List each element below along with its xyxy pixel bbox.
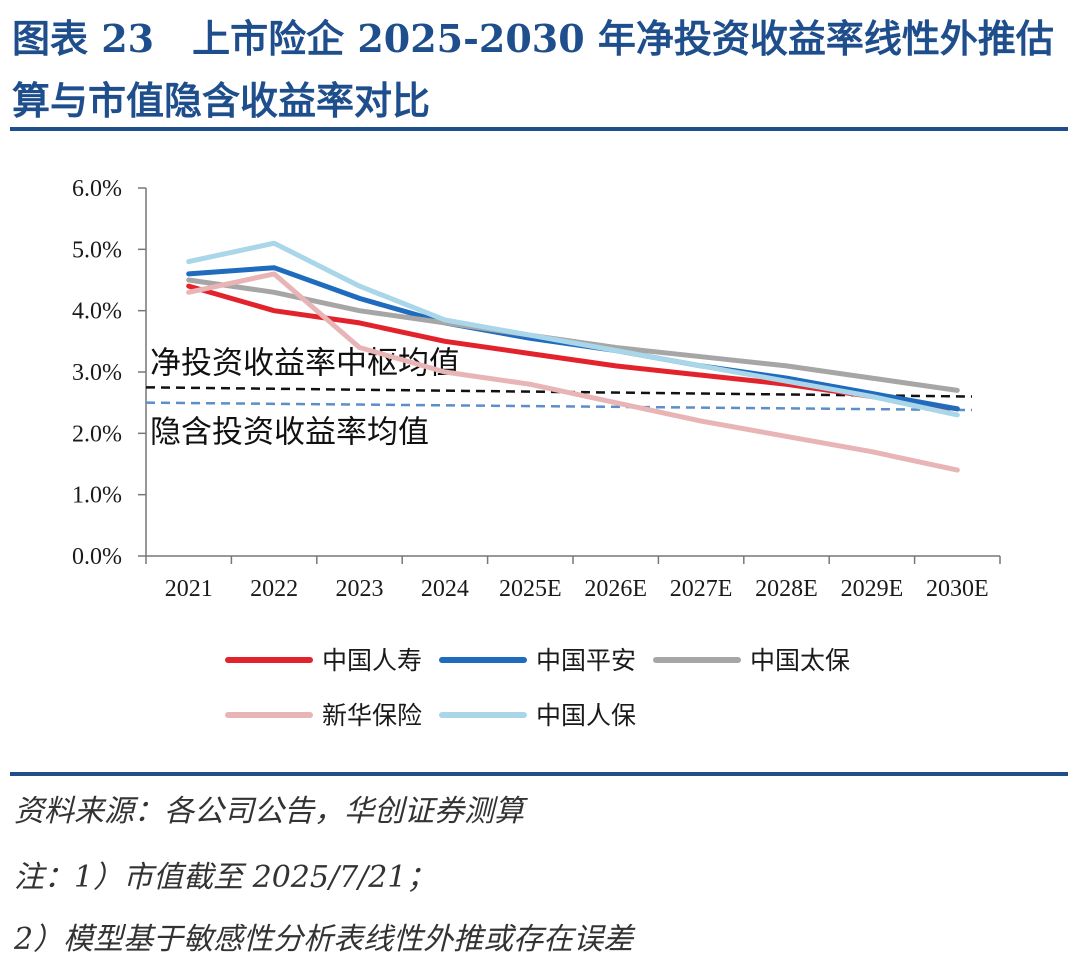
legend-label: 中国太保 — [750, 647, 850, 675]
reference-line — [145, 401, 973, 412]
reference-line-label: 隐含投资收益率均值 — [150, 415, 429, 450]
y-tick-label: 2.0% — [72, 421, 122, 447]
x-tick-label: 2028E — [755, 576, 818, 602]
legend-label: 中国平安 — [536, 647, 636, 675]
footnote-2: 2）模型基于敏感性分析表线性外推或存在误差 — [14, 922, 634, 957]
y-tick-label: 4.0% — [72, 299, 122, 325]
legend-label: 新华保险 — [322, 702, 422, 730]
x-tick-label: 2021 — [165, 576, 213, 602]
y-tick-label: 5.0% — [72, 237, 122, 263]
y-tick-label: 6.0% — [72, 176, 122, 202]
x-tick-label: 2029E — [841, 576, 904, 602]
chart-series — [186, 240, 960, 473]
legend-label: 中国人寿 — [322, 647, 422, 675]
title-divider — [10, 127, 1068, 131]
x-tick-label: 2027E — [670, 576, 733, 602]
legend-label: 中国人保 — [536, 702, 636, 730]
x-tick-label: 2022 — [250, 576, 298, 602]
x-tick-label: 2030E — [926, 576, 989, 602]
line-chart: 0.0% 1.0% 2.0% 3.0% 4.0% 5.0% 6.0% 2021 2022 2023… — [72, 176, 1001, 730]
x-tick-label: 2025E — [499, 576, 562, 602]
footnote-1: 注：1）市值截至 2025/7/21； — [14, 860, 437, 895]
y-tick-label: 1.0% — [72, 483, 122, 509]
source-note: 资料来源：各公司公告，华创证券测算 — [14, 794, 524, 829]
chart-axes: 0.0% 1.0% 2.0% 3.0% 4.0% 5.0% 6.0% 2021 2022 2023… — [72, 176, 1001, 602]
x-tick-label: 2024 — [421, 576, 469, 602]
series-line — [186, 240, 960, 418]
x-tick-label: 2026E — [584, 576, 647, 602]
series-line — [186, 265, 960, 412]
series-line — [186, 271, 960, 473]
y-tick-label: 3.0% — [72, 360, 122, 386]
footer-divider — [10, 772, 1068, 776]
x-tick-label: 2023 — [336, 576, 384, 602]
chart-title: 图表 23 上市险企 2025-2030 年净投资收益率线性外推估算与市值隐含收… — [12, 16, 1054, 123]
y-tick-label: 0.0% — [72, 544, 122, 570]
